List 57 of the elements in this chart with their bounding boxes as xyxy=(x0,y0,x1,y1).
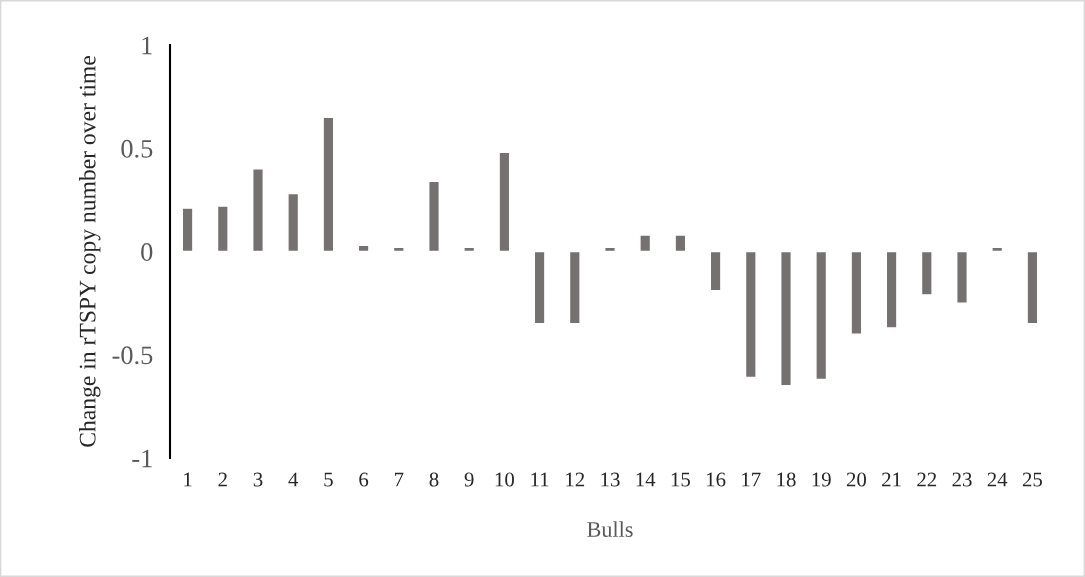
x-tick-label: 16 xyxy=(707,472,726,487)
bar xyxy=(709,250,722,292)
bar xyxy=(850,250,863,335)
bar xyxy=(392,246,405,253)
bar xyxy=(885,250,898,329)
bar xyxy=(674,234,687,253)
x-tick-label: 5 xyxy=(324,472,333,487)
x-tick-label: 1 xyxy=(184,472,192,487)
y-tick-label: 0 xyxy=(141,243,153,261)
bar xyxy=(287,192,300,253)
y-tick-label: 1 xyxy=(142,36,152,55)
x-tick-label: 18 xyxy=(777,472,796,487)
x-tick-label: 2 xyxy=(218,472,227,487)
x-tick-label: 3 xyxy=(253,472,263,487)
x-tick-label: 20 xyxy=(846,472,867,487)
x-tick-label: 8 xyxy=(429,472,439,487)
x-tick-label: 4 xyxy=(288,472,299,487)
x-tick-label: 21 xyxy=(882,472,901,487)
bar xyxy=(428,180,440,253)
bar xyxy=(920,250,933,296)
bar xyxy=(357,244,370,253)
bar xyxy=(498,151,511,253)
bar xyxy=(956,250,968,304)
x-tick-label: 12 xyxy=(566,472,585,487)
bar xyxy=(322,116,335,253)
x-tick-label: 6 xyxy=(359,472,369,487)
x-tick-label: 15 xyxy=(671,472,690,487)
bar xyxy=(815,250,828,381)
x-tick-label: 19 xyxy=(812,472,831,487)
bar xyxy=(463,246,476,253)
bar xyxy=(252,168,264,253)
x-axis-title: Bulls xyxy=(587,521,633,537)
x-tick-label: 11 xyxy=(531,472,549,487)
x-tick-label: 13 xyxy=(601,472,620,487)
x-tick-label: 23 xyxy=(952,472,972,487)
bar xyxy=(604,246,616,253)
x-tick-label: 9 xyxy=(464,472,474,487)
bar xyxy=(568,250,581,325)
y-tick-label: -0.5 xyxy=(112,346,153,365)
bar xyxy=(991,246,1004,253)
x-tick-label: 25 xyxy=(1022,472,1042,487)
x-tick-label: 10 xyxy=(495,472,515,487)
x-tick-label: 24 xyxy=(987,472,1008,487)
x-tick-label: 22 xyxy=(917,472,937,487)
bar xyxy=(181,207,194,253)
y-tick-label: 0.5 xyxy=(121,139,153,158)
y-tick-label: -1 xyxy=(132,449,152,468)
y-axis-title: Change in rTSPY copy number over time xyxy=(78,56,101,447)
x-tick-label: 7 xyxy=(394,472,404,487)
bar xyxy=(216,205,229,253)
bar xyxy=(780,250,792,387)
x-tick-label: 17 xyxy=(742,472,761,487)
bar xyxy=(639,234,652,253)
bar xyxy=(1026,250,1039,325)
bar xyxy=(744,250,757,379)
x-tick-label: 14 xyxy=(636,472,656,487)
bar xyxy=(533,250,546,325)
